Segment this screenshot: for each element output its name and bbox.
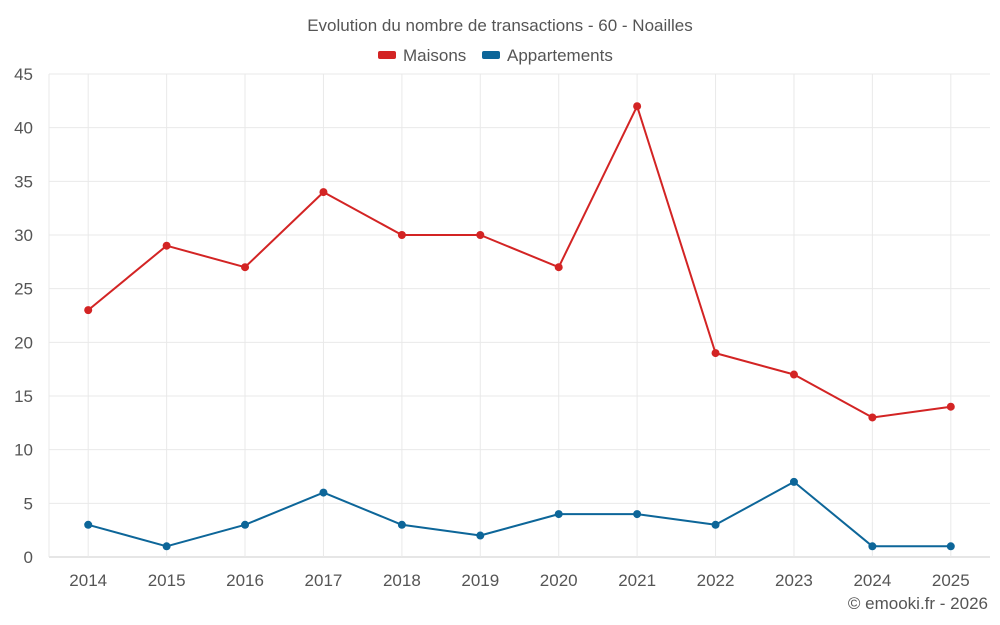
x-axis: 2014 2015 2016 2017 2018 2019 2020 2021 2022 2023…: [69, 571, 969, 590]
point-maisons-2021[interactable]: [633, 102, 642, 111]
point-appartements-2023[interactable]: [789, 477, 798, 486]
point-appartements-2016[interactable]: [241, 520, 250, 529]
point-maisons-2019[interactable]: [476, 231, 485, 239]
series-line-maisons: [87, 105, 951, 419]
y-tick-label: 0: [24, 548, 33, 567]
point-appartements-2020[interactable]: [554, 510, 563, 519]
y-tick-label: 25: [14, 280, 33, 299]
point-maisons-2020[interactable]: [554, 263, 563, 272]
x-tick-label: 2021: [618, 571, 656, 590]
y-axis: 0 5 10 15 20 25 30 35 40 45: [14, 65, 33, 567]
x-tick-label: 2023: [775, 571, 813, 590]
legend-swatch-appartements: [482, 51, 500, 59]
y-tick-label: 15: [14, 387, 33, 406]
point-maisons-2014[interactable]: [84, 306, 93, 315]
y-tick-label: 10: [14, 441, 33, 460]
point-maisons-2022[interactable]: [711, 349, 720, 358]
x-tick-label: 2022: [697, 571, 735, 590]
x-tick-label: 2017: [305, 571, 343, 590]
legend: Maisons Appartements: [378, 46, 613, 65]
x-tick-label: 2016: [226, 571, 264, 590]
legend-swatch-maisons: [378, 51, 396, 59]
y-tick-label: 5: [24, 494, 33, 513]
point-appartements-2014[interactable]: [84, 520, 93, 529]
point-maisons-2023[interactable]: [789, 370, 798, 379]
chart-title: Evolution du nombre de transactions - 60…: [307, 16, 693, 35]
y-tick-label: 40: [14, 119, 33, 138]
x-tick-label: 2020: [540, 571, 578, 590]
y-tick-label: 45: [14, 65, 33, 84]
legend-label-appartements[interactable]: Appartements: [507, 46, 613, 65]
y-tick-label: 35: [14, 172, 33, 191]
point-appartements-2019[interactable]: [476, 531, 485, 540]
series-line-appartements: [87, 480, 951, 548]
point-appartements-2017[interactable]: [319, 488, 328, 497]
point-appartements-2022[interactable]: [711, 520, 720, 529]
point-maisons-2015[interactable]: [162, 241, 171, 250]
point-appartements-2024[interactable]: [868, 542, 877, 551]
point-maisons-2024[interactable]: [868, 413, 877, 422]
point-appartements-2018[interactable]: [397, 520, 406, 529]
x-tick-label: 2025: [932, 571, 970, 590]
point-maisons-2018[interactable]: [397, 231, 406, 239]
point-maisons-2016[interactable]: [241, 263, 250, 272]
x-tick-label: 2014: [69, 571, 107, 590]
point-appartements-2025[interactable]: [946, 542, 955, 551]
point-appartements-2021[interactable]: [633, 510, 642, 519]
point-maisons-2017[interactable]: [319, 188, 328, 197]
credit-text: © emooki.fr - 2026: [848, 594, 988, 613]
gridlines: [48, 73, 990, 558]
x-tick-label: 2019: [461, 571, 499, 590]
x-tick-label: 2024: [853, 571, 891, 590]
y-tick-label: 20: [14, 333, 33, 352]
x-tick-label: 2018: [383, 571, 421, 590]
y-tick-label: 30: [14, 226, 33, 245]
point-maisons-2025[interactable]: [946, 402, 955, 411]
point-appartements-2015[interactable]: [162, 542, 171, 551]
plot-area: [84, 102, 955, 551]
legend-label-maisons[interactable]: Maisons: [403, 46, 466, 65]
x-tick-label: 2015: [148, 571, 186, 590]
